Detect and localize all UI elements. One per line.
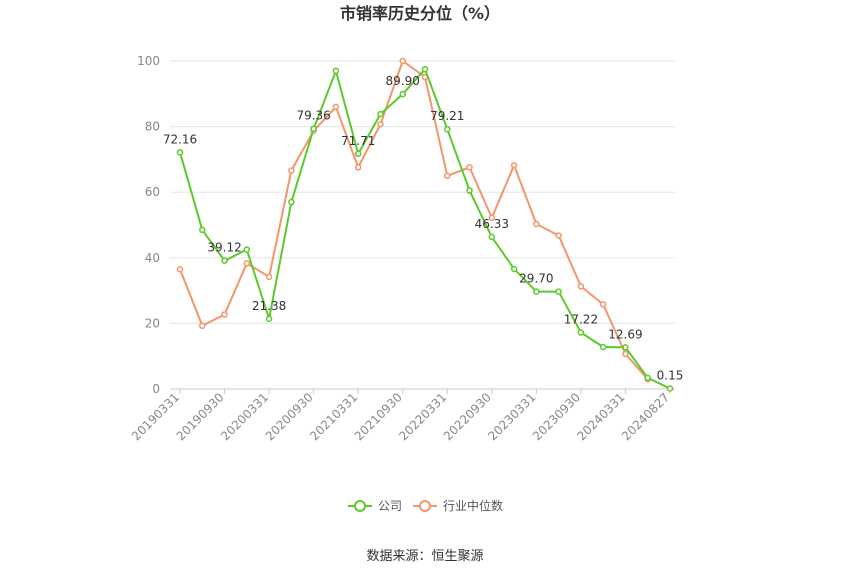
data-point xyxy=(622,344,629,351)
data-label: 71.71 xyxy=(341,134,375,148)
data-point xyxy=(555,232,562,239)
data-point xyxy=(243,246,251,253)
data-point xyxy=(599,301,607,308)
data-label: 21.38 xyxy=(252,299,286,313)
data-point xyxy=(354,150,362,158)
data-point xyxy=(199,322,206,329)
series-line-industry-median xyxy=(179,60,649,380)
data-point xyxy=(288,198,295,206)
data-point xyxy=(555,288,562,295)
y-tick-label: 0 xyxy=(152,382,160,396)
data-point xyxy=(176,149,184,156)
data-source-note: 数据来源：恒生聚源 xyxy=(366,549,483,564)
y-tick-label: 20 xyxy=(145,316,160,330)
y-tick-label: 40 xyxy=(145,251,160,265)
data-point xyxy=(599,343,607,351)
data-point xyxy=(243,260,251,267)
legend-label: 公司 xyxy=(378,499,402,513)
data-point xyxy=(265,315,273,323)
data-point xyxy=(176,266,184,273)
data-point xyxy=(354,164,362,171)
legend-item-company[interactable]: 公司 xyxy=(348,499,402,513)
data-label: 79.21 xyxy=(430,109,464,123)
grid-lines xyxy=(170,60,675,324)
data-point xyxy=(221,257,228,264)
data-point xyxy=(510,265,518,273)
data-point xyxy=(666,385,674,392)
data-point xyxy=(221,311,228,318)
data-label: 29.70 xyxy=(519,272,553,286)
data-label: 46.33 xyxy=(475,217,509,231)
data-point xyxy=(533,288,540,295)
data-point xyxy=(533,220,540,228)
data-point xyxy=(332,103,340,111)
data-label: 17.22 xyxy=(564,313,598,327)
data-point xyxy=(377,110,384,118)
y-tick-label: 60 xyxy=(145,185,160,199)
y-tick-label: 80 xyxy=(145,120,160,134)
chart-title: 市销率历史分位（%） xyxy=(340,4,500,23)
data-point xyxy=(399,90,406,98)
data-point xyxy=(466,187,473,194)
data-point xyxy=(332,67,340,75)
data-point xyxy=(622,350,629,358)
legend-item-industry-median[interactable]: 行业中位数 xyxy=(413,498,503,513)
data-label: 72.16 xyxy=(163,132,197,146)
data-label: 12.69 xyxy=(608,327,642,341)
data-point xyxy=(377,121,384,128)
data-point xyxy=(577,329,585,336)
data-point xyxy=(421,65,429,73)
data-label: 39.12 xyxy=(207,241,241,255)
data-point xyxy=(288,167,295,174)
data-label: 89.90 xyxy=(386,74,420,88)
data-point xyxy=(488,214,496,222)
data-point xyxy=(466,164,473,171)
y-tick-label: 100 xyxy=(137,54,160,68)
data-point xyxy=(310,125,317,132)
x-tick-label: 20240827 xyxy=(619,390,672,443)
legend[interactable]: 公司 行业中位数 xyxy=(348,498,503,513)
data-point xyxy=(488,233,496,241)
data-point xyxy=(444,125,451,133)
data-point xyxy=(577,283,585,290)
data-point xyxy=(265,273,273,281)
data-point xyxy=(199,226,206,234)
legend-marker-icon xyxy=(354,500,366,512)
legend-marker-icon xyxy=(419,500,431,512)
series-line-company xyxy=(179,68,671,390)
data-point xyxy=(510,162,518,169)
data-point xyxy=(644,374,651,382)
data-point xyxy=(399,57,406,65)
data-label: 0.15 xyxy=(657,369,684,383)
data-labels: 72.16 39.12 21.38 79.36 71.71 89.90 79.21 46.33… xyxy=(163,74,684,382)
data-label: 79.36 xyxy=(296,109,330,123)
legend-label: 行业中位数 xyxy=(443,498,503,513)
series-lines xyxy=(176,57,674,392)
data-point xyxy=(444,172,451,180)
